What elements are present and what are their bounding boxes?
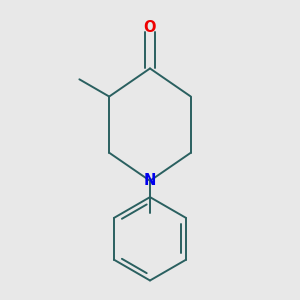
Text: N: N: [144, 173, 156, 188]
Text: O: O: [144, 20, 156, 35]
